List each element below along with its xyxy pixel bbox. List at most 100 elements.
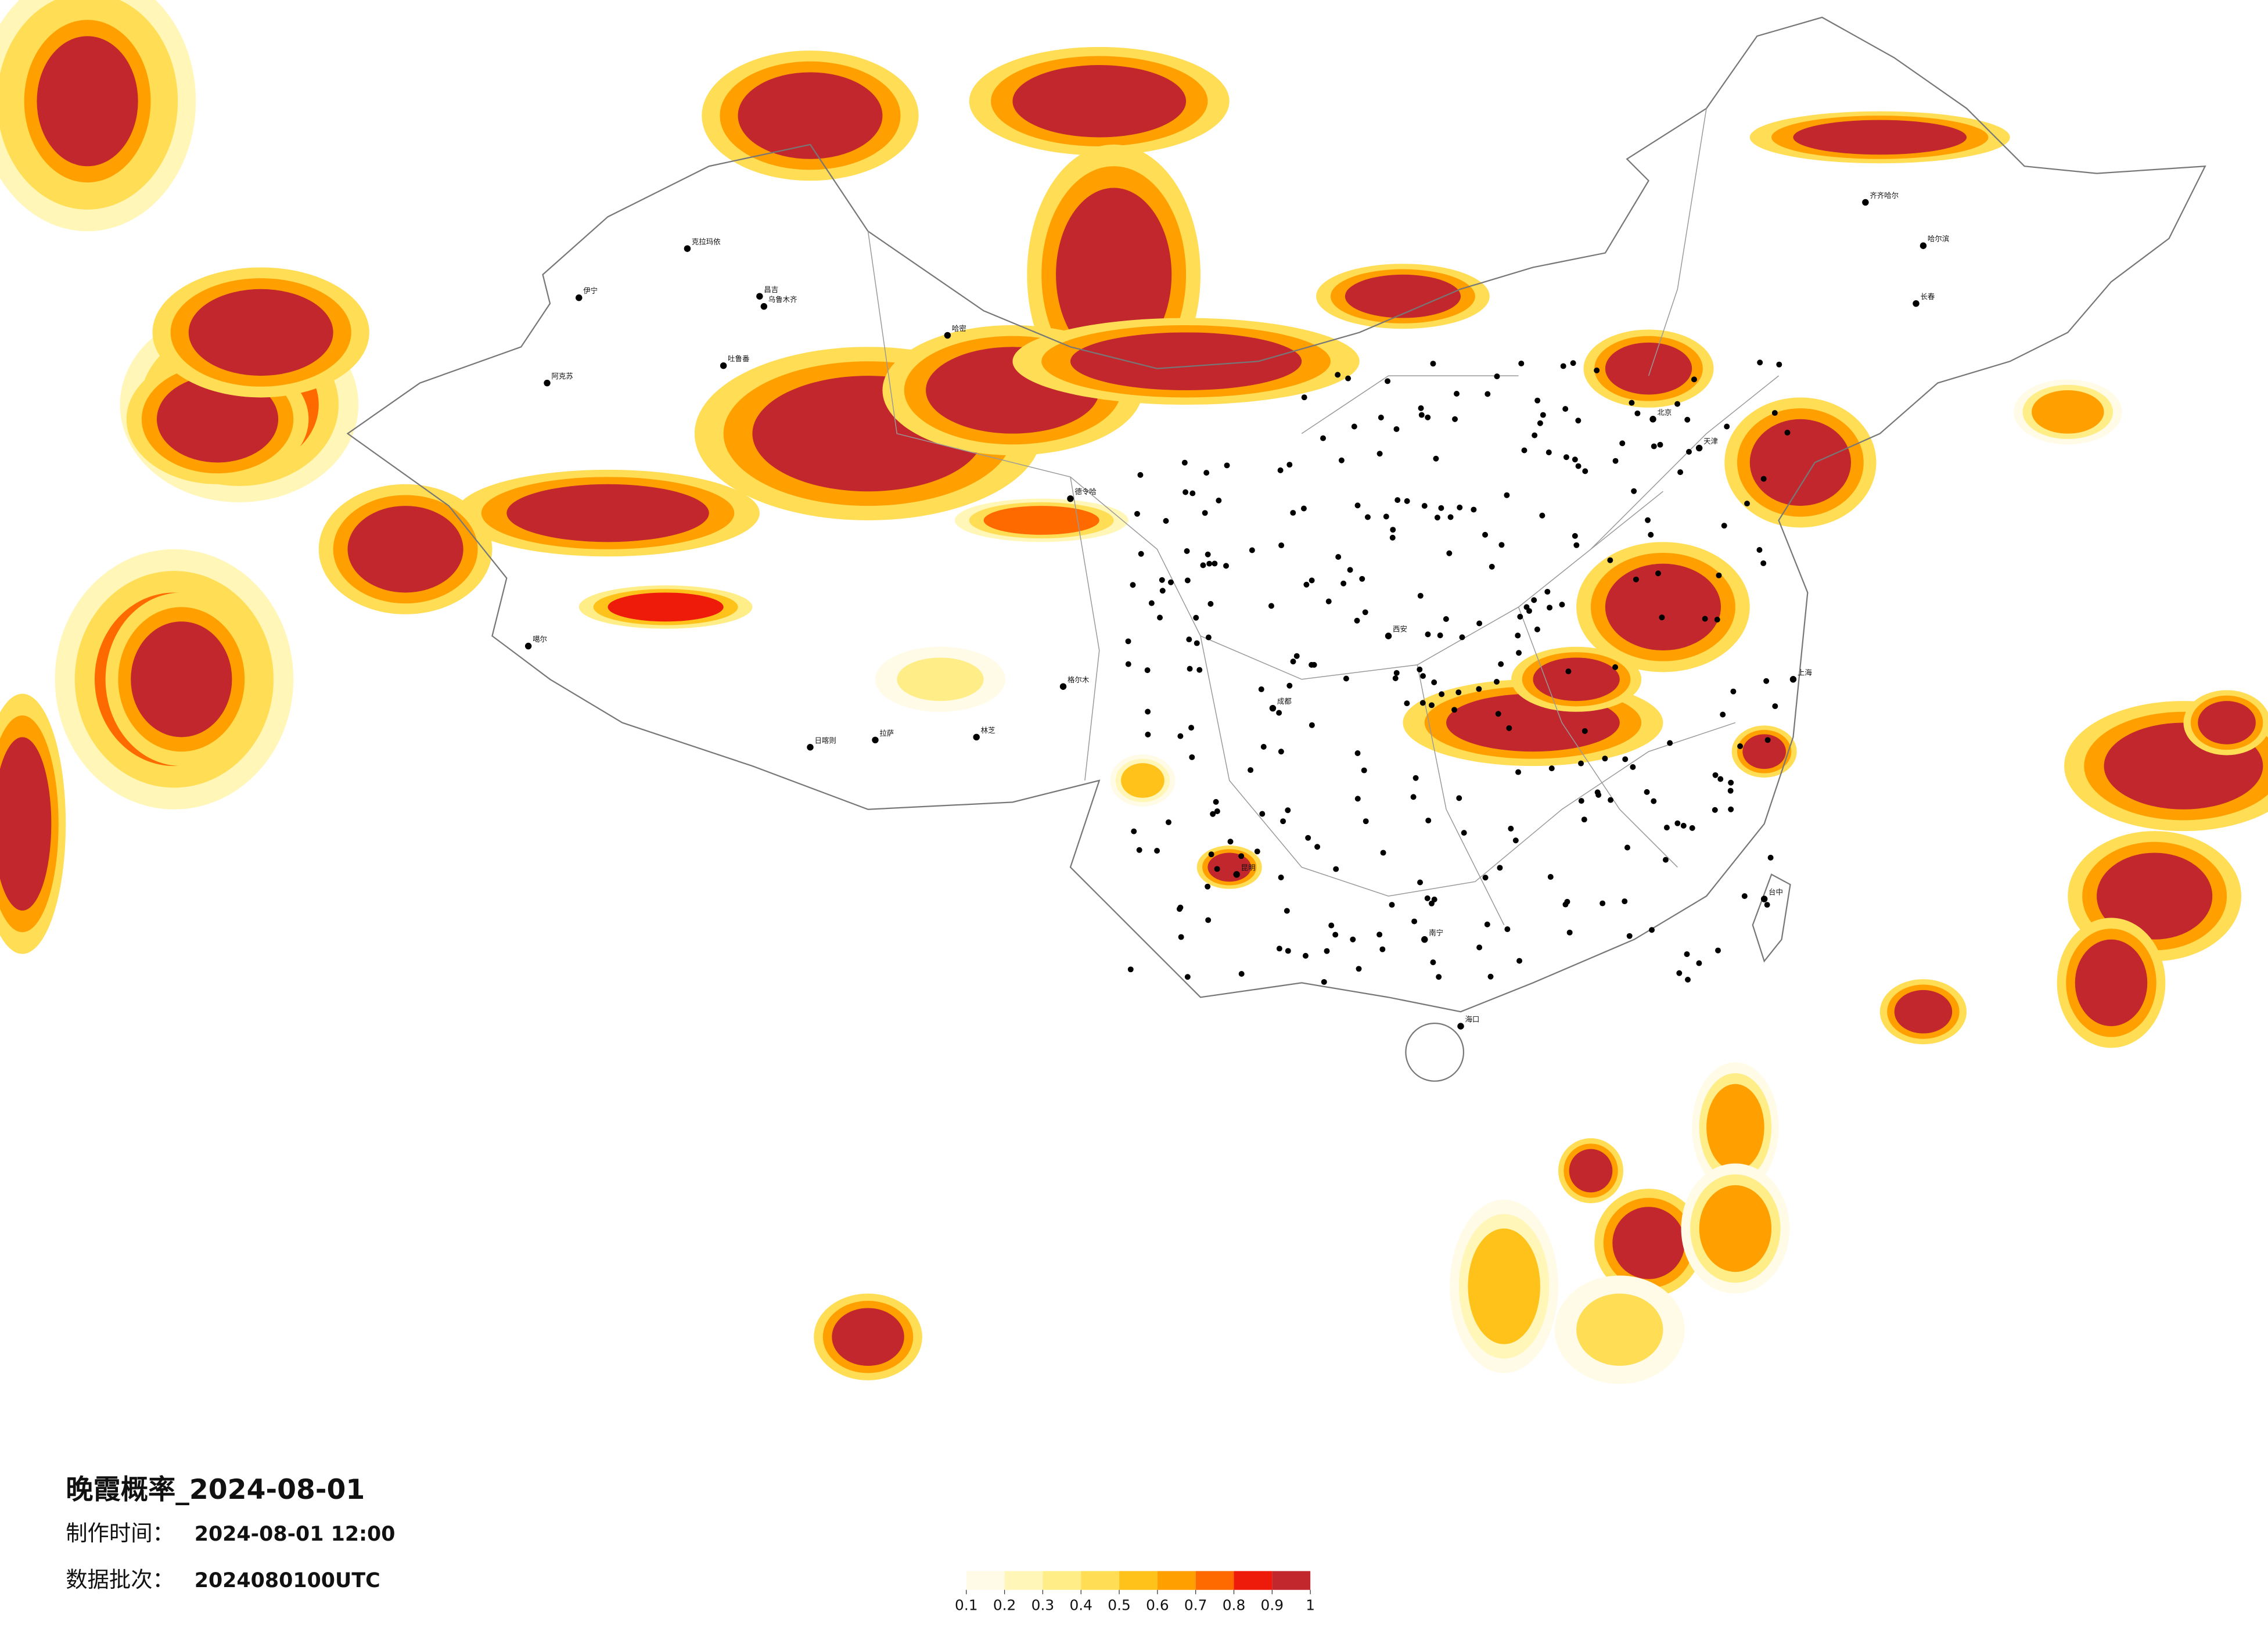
city-dot bbox=[1756, 547, 1763, 553]
city-dot bbox=[544, 379, 551, 387]
city-dot bbox=[1764, 737, 1771, 743]
city-dot bbox=[1383, 513, 1389, 520]
city-dot bbox=[1506, 725, 1512, 731]
city-dot bbox=[1516, 958, 1523, 964]
city-dot bbox=[1278, 875, 1284, 880]
city-dot bbox=[1280, 818, 1286, 825]
city-dot bbox=[1213, 798, 1219, 805]
city-dot bbox=[1363, 818, 1369, 825]
city-dot bbox=[576, 294, 583, 301]
map-title: 晚霞概率_2024-08-01 bbox=[66, 1474, 365, 1506]
city-dot bbox=[1320, 435, 1327, 441]
city-label: 乌鲁木齐 bbox=[768, 295, 797, 304]
city-dot bbox=[1559, 602, 1565, 608]
city-label: 克拉玛依 bbox=[692, 238, 721, 246]
city-label: 南宁 bbox=[1429, 928, 1443, 937]
city-dot bbox=[1354, 750, 1361, 756]
city-dot bbox=[1205, 551, 1211, 557]
colorbar-label: 0.3 bbox=[1031, 1597, 1055, 1614]
city-dot bbox=[1277, 467, 1284, 473]
heat-patch bbox=[1012, 65, 1187, 138]
city-label: 伊宁 bbox=[583, 286, 598, 295]
city-dot bbox=[1286, 682, 1293, 689]
colorbar-swatch bbox=[1004, 1571, 1043, 1590]
info-value: 2024-08-01 12:00 bbox=[195, 1523, 396, 1546]
city-dot bbox=[1573, 542, 1580, 548]
heat-patch bbox=[2097, 852, 2213, 940]
city-dot bbox=[1572, 533, 1578, 539]
city-dot bbox=[1144, 667, 1151, 674]
city-dot bbox=[1578, 798, 1584, 804]
city-dot bbox=[1214, 808, 1220, 814]
city-dot bbox=[1430, 361, 1436, 367]
city-dot bbox=[1534, 397, 1541, 404]
city-dot bbox=[1594, 367, 1600, 373]
colorbar-swatch bbox=[1119, 1571, 1158, 1590]
heat-patch bbox=[832, 1308, 904, 1366]
city-dot bbox=[1205, 634, 1212, 641]
city-dot bbox=[1741, 893, 1748, 900]
city-dot bbox=[1487, 973, 1494, 980]
city-dot bbox=[1285, 948, 1291, 954]
city-label: 哈密 bbox=[952, 324, 966, 333]
city-dot bbox=[1776, 361, 1782, 368]
city-dot bbox=[1412, 775, 1419, 781]
city-dot bbox=[1425, 414, 1431, 420]
city-dot bbox=[1540, 412, 1546, 418]
city-dot bbox=[1136, 847, 1142, 853]
city-dot bbox=[1659, 614, 1665, 621]
city-dot bbox=[1521, 447, 1527, 454]
city-dot bbox=[1451, 707, 1458, 713]
city-dot bbox=[1651, 798, 1657, 804]
city-dot bbox=[1431, 896, 1437, 902]
city-dot bbox=[1626, 933, 1633, 939]
city-dot bbox=[1420, 673, 1426, 679]
city-dot bbox=[1447, 514, 1454, 520]
city-dot bbox=[1504, 926, 1511, 933]
city-dot bbox=[1562, 406, 1569, 412]
city-dot bbox=[1389, 534, 1396, 541]
city-dot bbox=[1233, 871, 1240, 878]
city-dots bbox=[1125, 359, 1791, 985]
city-dot bbox=[1290, 659, 1296, 665]
city-dot bbox=[1508, 825, 1514, 832]
city-dot bbox=[1134, 510, 1140, 517]
city-dot bbox=[1145, 731, 1151, 738]
city-dot bbox=[944, 332, 951, 339]
city-dot bbox=[1404, 700, 1410, 707]
city-dot bbox=[1763, 678, 1770, 684]
city-label: 德令哈 bbox=[1074, 487, 1096, 496]
city-dot bbox=[1379, 946, 1386, 952]
colorbar-swatch bbox=[1043, 1571, 1081, 1590]
city-dot bbox=[1622, 898, 1628, 905]
city-dot bbox=[1471, 506, 1477, 513]
city-dot bbox=[1421, 503, 1428, 509]
city-dot bbox=[1293, 653, 1300, 659]
city-dot bbox=[1443, 616, 1449, 622]
city-dot bbox=[1548, 765, 1555, 772]
city-dot bbox=[1677, 469, 1684, 476]
city-label: 齐齐哈尔 bbox=[1870, 191, 1899, 200]
city-dot bbox=[1137, 472, 1144, 478]
city-dot bbox=[1720, 711, 1726, 718]
city-dot bbox=[1309, 722, 1315, 728]
city-dot bbox=[1410, 794, 1417, 800]
city-dot bbox=[1607, 557, 1613, 563]
city-dot bbox=[1547, 605, 1553, 611]
city-dot bbox=[1760, 476, 1767, 482]
city-dot bbox=[1663, 825, 1670, 831]
city-dot bbox=[1624, 844, 1630, 851]
taiwan-outline bbox=[1752, 873, 1791, 963]
city-dot bbox=[1321, 979, 1327, 985]
city-dot bbox=[1393, 426, 1400, 432]
city-dot bbox=[1612, 664, 1619, 670]
city-dot bbox=[1691, 376, 1697, 383]
city-dot bbox=[1684, 951, 1690, 958]
city-dot bbox=[1534, 626, 1540, 632]
city-dot bbox=[1523, 604, 1530, 610]
heat-patch bbox=[1056, 188, 1172, 362]
city-dot bbox=[1390, 527, 1396, 533]
city-dot bbox=[1182, 489, 1189, 495]
heat-patch bbox=[37, 36, 138, 167]
city-dot bbox=[1125, 661, 1131, 667]
